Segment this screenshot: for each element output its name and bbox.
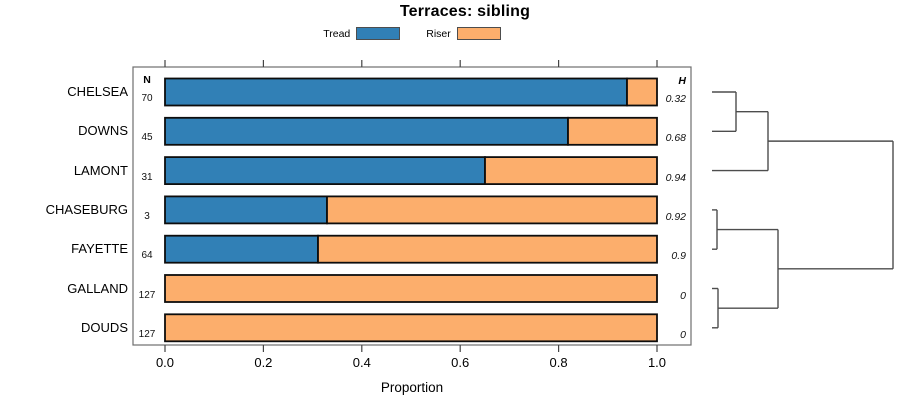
- legend-item-riser: Riser: [426, 27, 501, 40]
- category-label-lamont: LAMONT: [73, 162, 128, 178]
- bar-segment-riser-downs: [567, 116, 658, 146]
- plot-box: [132, 66, 692, 346]
- n-column-header: N: [143, 74, 151, 86]
- bar-segment-tread-chelsea: [164, 77, 628, 107]
- x-tick-label: 1.0: [647, 355, 667, 370]
- bar-segment-riser-galland: [164, 274, 658, 303]
- bar-segment-riser-chaseburg: [326, 195, 658, 225]
- bar-segment-riser-fayette: [317, 234, 658, 264]
- legend-swatch-tread: [356, 27, 401, 40]
- bar-segment-tread-fayette: [164, 234, 319, 264]
- category-label-galland: GALLAND: [67, 280, 128, 296]
- n-value-lamont: 31: [141, 171, 153, 183]
- legend-label-tread: Tread: [323, 27, 351, 40]
- bar-segment-riser-douds: [164, 313, 658, 343]
- n-value-fayette: 64: [141, 250, 153, 262]
- legend-swatch-riser: [456, 27, 501, 40]
- x-tick-label: 0.0: [155, 355, 175, 370]
- h-value-chelsea: 0.32: [665, 93, 686, 105]
- n-value-downs: 45: [141, 132, 153, 144]
- h-value-galland: 0: [680, 289, 686, 302]
- h-value-downs: 0.68: [665, 132, 686, 145]
- category-label-chelsea: CHELSEA: [67, 84, 128, 99]
- h-value-lamont: 0.94: [665, 171, 686, 184]
- category-label-downs: DOWNS: [78, 123, 128, 139]
- bar-segment-tread-lamont: [164, 156, 486, 186]
- n-value-chelsea: 70: [141, 93, 153, 104]
- legend-item-tread: Tread: [323, 27, 401, 40]
- n-value-chaseburg: 3: [144, 210, 150, 222]
- chart-title: Terraces: sibling: [399, 3, 531, 20]
- n-value-douds: 127: [138, 328, 156, 340]
- x-tick-label: 0.2: [254, 355, 273, 370]
- legend: Tread Riser: [133, 27, 691, 40]
- bar-segment-riser-chelsea: [626, 77, 658, 107]
- x-tick-label: 0.8: [549, 355, 568, 370]
- bar-segment-riser-lamont: [484, 156, 658, 186]
- x-tick-label: 0.4: [352, 355, 371, 370]
- n-value-galland: 127: [138, 289, 156, 301]
- h-value-chaseburg: 0.92: [665, 210, 686, 223]
- category-label-douds: DOUDS: [81, 319, 128, 335]
- h-value-fayette: 0.9: [671, 250, 686, 263]
- x-axis-title: Proportion: [380, 380, 444, 395]
- bar-segment-tread-chaseburg: [164, 195, 328, 225]
- category-label-chaseburg: CHASEBURG: [45, 201, 128, 217]
- category-label-fayette: FAYETTE: [71, 241, 128, 257]
- x-tick-label: 0.6: [451, 355, 470, 370]
- h-column-header: H: [678, 75, 686, 87]
- bar-segment-tread-downs: [164, 116, 569, 146]
- legend-label-riser: Riser: [426, 27, 451, 40]
- h-value-douds: 0: [680, 328, 686, 341]
